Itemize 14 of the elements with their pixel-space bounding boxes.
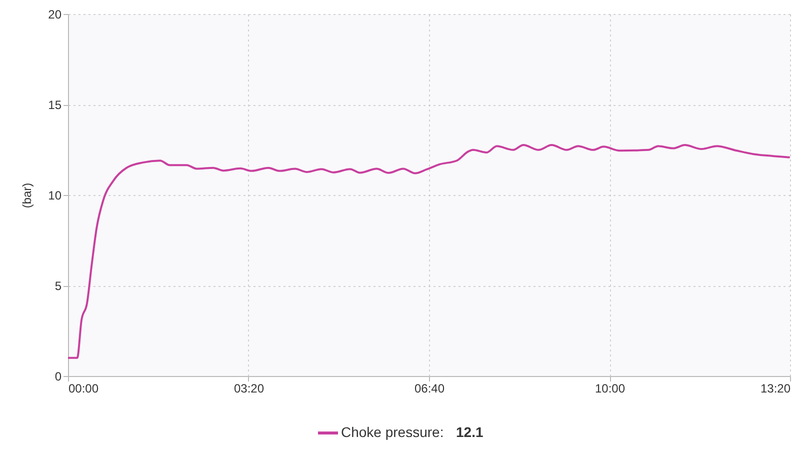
- y-tick-label: 0: [54, 370, 62, 384]
- y-tick-label: 10: [48, 188, 62, 202]
- x-tick-label: 00:00: [68, 382, 99, 396]
- x-tick-label: 03:20: [234, 382, 264, 396]
- y-axis-title: (bar): [20, 182, 34, 208]
- y-tick-label: 5: [54, 279, 62, 293]
- text: 12.1: [456, 424, 484, 440]
- line-series: [67, 144, 791, 359]
- legend-label: Choke pressure:: [341, 424, 444, 440]
- x-tick-label: 10:00: [594, 382, 626, 396]
- y-tick-label: 20: [48, 8, 62, 22]
- y-tick-label: 15: [48, 98, 62, 112]
- x-tick-label: 06:40: [414, 382, 445, 396]
- x-tick-label: 13:20: [760, 382, 791, 396]
